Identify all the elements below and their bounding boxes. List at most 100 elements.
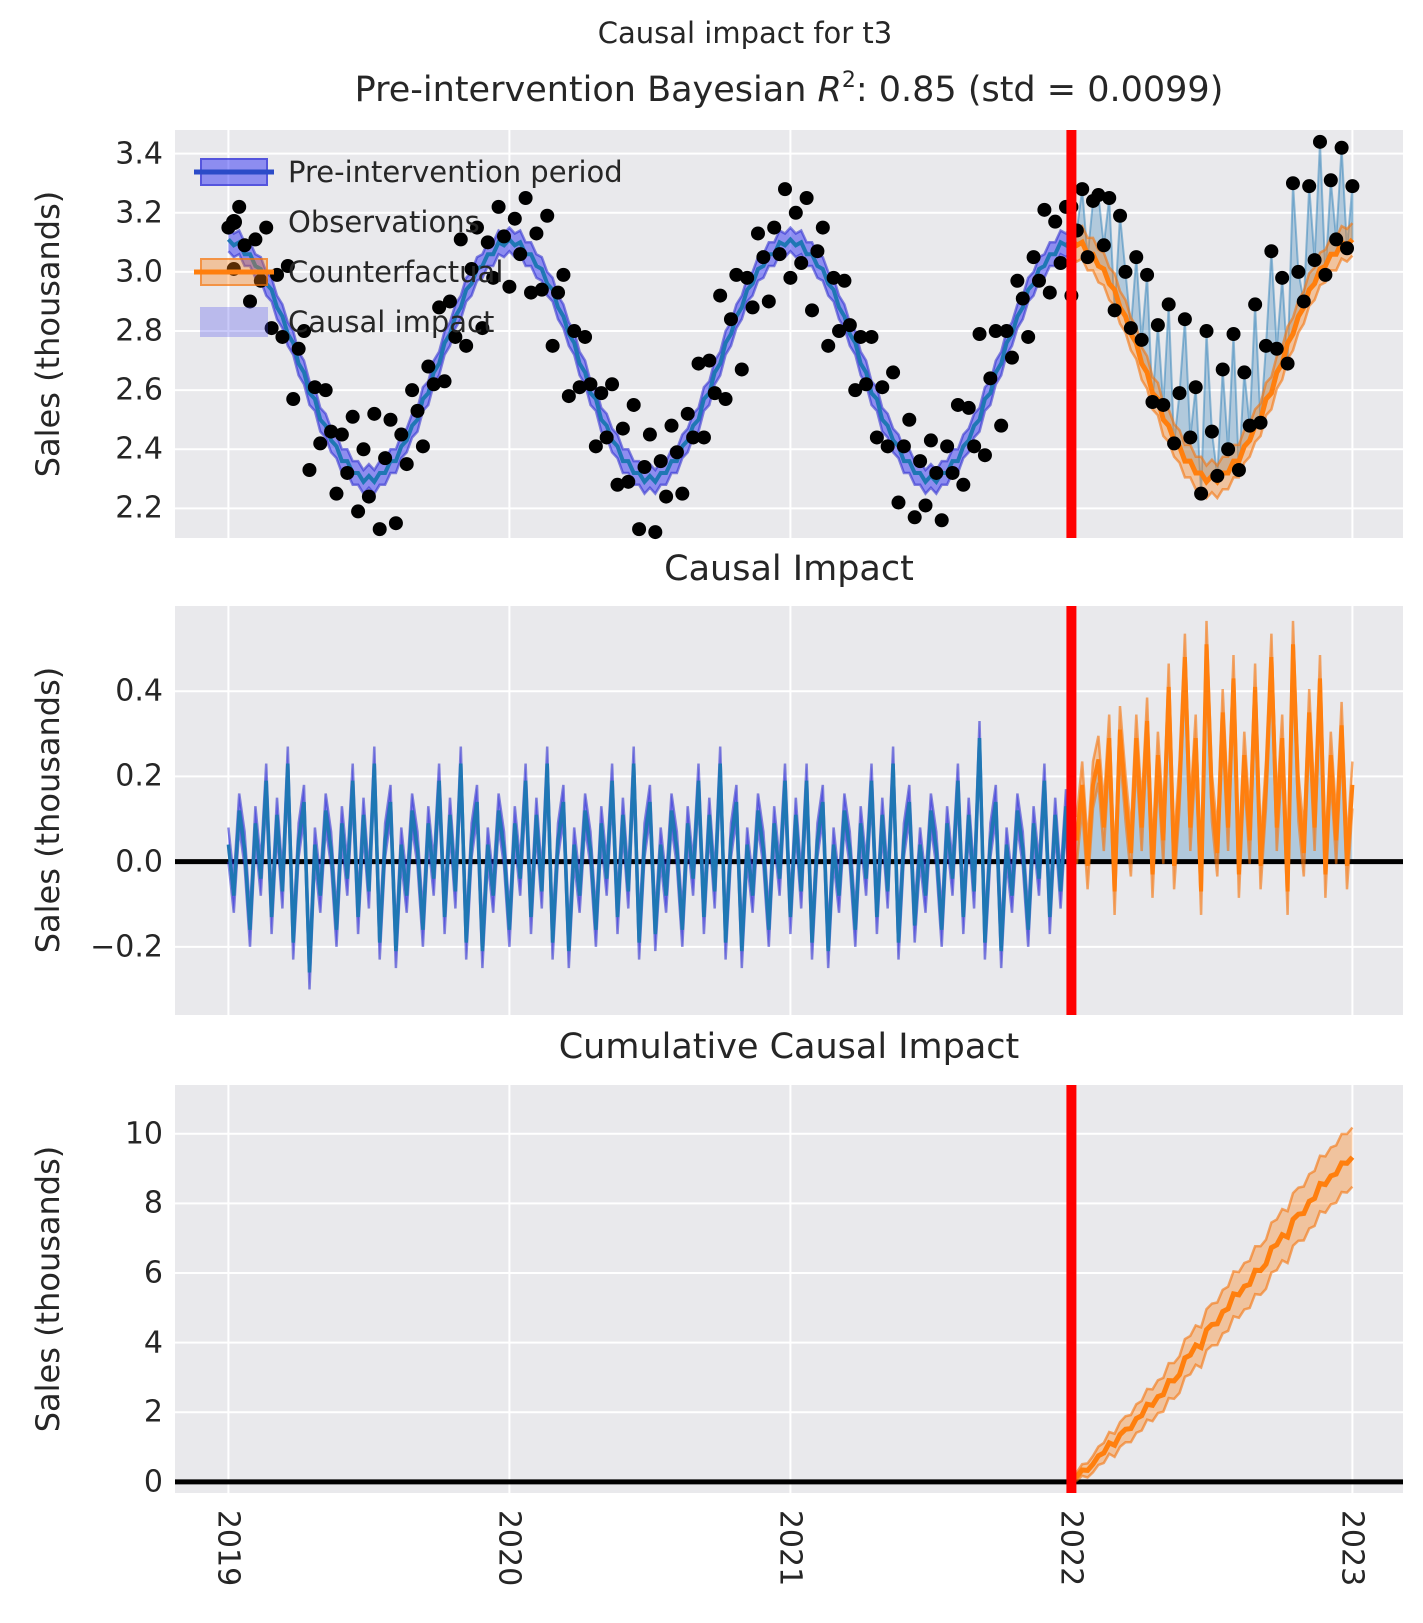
observation-dot (783, 270, 798, 285)
counterfactual-hdi-band-upper-edge (1070, 222, 1354, 468)
observation-dot (1048, 214, 1063, 229)
observation-dot (324, 424, 339, 439)
y-tick-label: 0.2 (115, 758, 163, 794)
observation-dot (691, 356, 706, 371)
y-tick-label: 8 (143, 1185, 163, 1221)
observation-dot (929, 465, 944, 480)
observation-dot (480, 235, 495, 250)
observation-dot (1280, 356, 1295, 371)
observation-dot (1312, 134, 1327, 149)
panel1-title-r: R (817, 70, 842, 110)
observation-dot (859, 377, 874, 392)
observation-dot (734, 362, 749, 377)
y-tick-label: 0.4 (115, 673, 163, 709)
observation-dot (464, 261, 479, 276)
observation-dot (853, 329, 868, 344)
cumulative-impact-line (1070, 1155, 1355, 1481)
observation-dot (1113, 208, 1128, 223)
observation-dot (405, 383, 420, 398)
observation-dot (442, 294, 457, 309)
legend-item-counterfactual: Counterfactual (194, 247, 623, 297)
observation-dot (1172, 386, 1187, 401)
observation-dot (907, 510, 922, 525)
y-tick-label: 2.6 (115, 372, 163, 408)
observation-dot (1285, 176, 1300, 191)
observation-dot (648, 525, 663, 540)
observation-dot (1258, 338, 1273, 353)
observation-dot (821, 338, 836, 353)
observation-dot (1129, 250, 1144, 265)
observation-dot (940, 439, 955, 454)
observation-dot (788, 205, 803, 220)
observation-dot (1248, 297, 1263, 312)
observation-dot (740, 270, 755, 285)
pre-impact-line (226, 738, 1074, 973)
observation-dot (1150, 318, 1165, 333)
observation-dot (707, 386, 722, 401)
observation-dot (1021, 329, 1036, 344)
observation-dot (702, 353, 717, 368)
observation-dot (1031, 273, 1046, 288)
observation-dot (1237, 365, 1252, 380)
panel3-title: Cumulative Causal Impact (558, 1027, 1020, 1067)
observation-dot (1231, 463, 1246, 477)
observation-dot (767, 220, 782, 235)
observation-dot (453, 232, 468, 247)
observation-dot (1242, 418, 1257, 433)
observation-dot (524, 285, 539, 300)
observation-dot (686, 430, 701, 445)
panel1-title-sup2: 2 (841, 68, 856, 93)
observation-dot (378, 451, 393, 466)
observation-dot (437, 374, 452, 389)
observation-dot (388, 516, 403, 531)
observation-dot (1042, 285, 1057, 300)
observation-dot (280, 259, 295, 273)
observation-dot (502, 279, 517, 294)
observation-dot (1221, 442, 1236, 457)
observation-dot (956, 477, 971, 492)
observation-dot (1307, 253, 1322, 268)
observation-dot (507, 211, 522, 226)
observation-dot (594, 386, 609, 401)
observation-dot (1194, 486, 1209, 501)
y-tick-label: 0.0 (115, 844, 163, 880)
observation-dot (680, 406, 695, 421)
y-tick-label: 3.2 (115, 195, 163, 231)
observation-dot (286, 392, 301, 407)
observation-dot (610, 477, 625, 492)
legend-item-pre-intervention: Pre-intervention period (194, 147, 623, 197)
counterfactual-band-icon (194, 247, 274, 297)
observation-dot (1053, 256, 1068, 271)
observation-dot (302, 463, 317, 477)
observation-dot (1318, 267, 1333, 282)
observation-dot (237, 238, 252, 253)
y-tick-label: 6 (143, 1255, 163, 1291)
observation-dot (1334, 140, 1349, 155)
observation-dot (1183, 430, 1198, 445)
observation-dot (578, 329, 593, 344)
y-tick-label: 2.4 (115, 431, 163, 467)
observation-dot (421, 359, 436, 374)
x-tick-label: 2019 (210, 1509, 246, 1587)
panel2-ylabel: Sales (thousands) (29, 666, 67, 954)
observation-dot (983, 371, 998, 386)
observation-dot (1004, 350, 1019, 365)
x-tick-label: 2022 (1053, 1509, 1089, 1587)
observation-dot (415, 439, 430, 454)
observation-dot (496, 229, 511, 244)
observation-dot (275, 329, 290, 344)
observation-dot (340, 465, 355, 480)
observation-dot (551, 285, 566, 300)
observation-dot (367, 406, 382, 421)
observation-dot (1123, 321, 1138, 336)
observation-dot (410, 403, 425, 418)
observation-dot (469, 220, 484, 235)
legend-item-observations: Observations (198, 197, 623, 247)
observation-dot (805, 303, 820, 318)
observation-dot (540, 208, 555, 223)
post-impact-line (1069, 644, 1355, 892)
panel1-title-prefix: Pre-intervention Bayesian (354, 70, 818, 110)
observation-dot (588, 439, 603, 454)
